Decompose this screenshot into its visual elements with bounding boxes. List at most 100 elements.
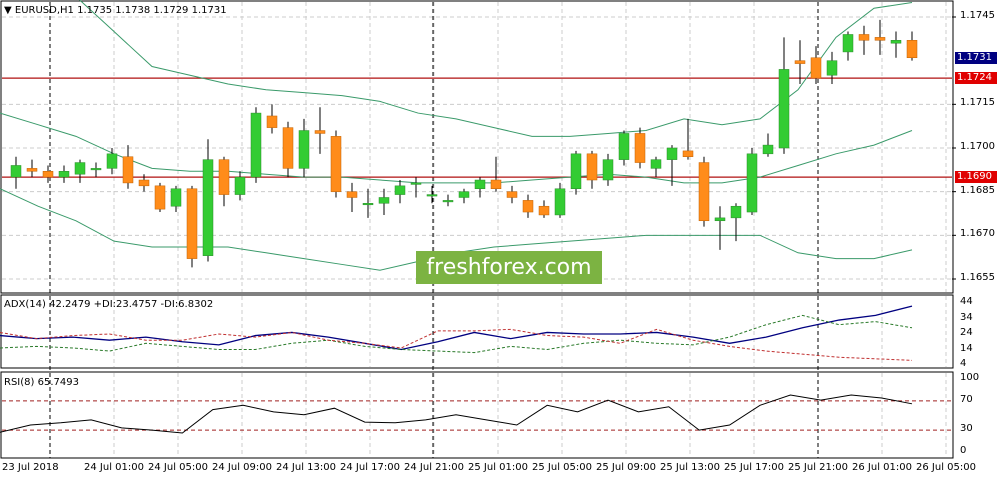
panel-frame-2 [0,371,954,459]
bear-candle [810,57,822,79]
bear-candle [346,191,358,198]
chart-header: ▼ EURUSD,H1 1.1735 1.1738 1.1729 1.1731 [4,5,227,16]
time-axis-label: 25 Jul 17:00 [724,462,784,473]
bull-candle [778,69,790,149]
bear-candle [506,191,518,198]
adx-scale-label: 14 [960,342,973,354]
time-axis-label: 26 Jul 01:00 [852,462,912,473]
bull-candle [890,40,902,44]
bear-candle [42,171,54,178]
bear-candle [186,188,198,259]
price-axis-label: 1.1700 [960,140,995,152]
bear-candle [26,168,38,172]
bull-candle [714,217,726,222]
price-axis-label: 1.1670 [960,228,995,240]
bear-candle [490,179,502,189]
rsi-scale-label: 30 [960,423,973,435]
bull-candle [74,162,86,175]
price-axis-label: 1.1715 [960,97,995,109]
bull-candle [394,185,406,195]
adx-label: ADX(14) 42.2479 +DI:23.4757 -DI:6.8302 [4,299,214,310]
panel-frame-1 [0,294,954,369]
bull-candle [426,194,438,197]
time-axis-label: 25 Jul 21:00 [788,462,848,473]
bull-candle [362,203,374,206]
time-axis-label: 24 Jul 17:00 [340,462,400,473]
bear-candle [682,150,694,157]
time-axis-label: 25 Jul 05:00 [532,462,592,473]
bull-candle [378,197,390,204]
time-axis-label: 25 Jul 13:00 [660,462,720,473]
bull-candle [410,182,422,185]
time-axis-label: 26 Jul 05:00 [916,462,976,473]
bear-candle [218,159,230,195]
time-axis-label: 24 Jul 01:00 [84,462,144,473]
bull-candle [602,159,614,181]
time-axis-label: 24 Jul 21:00 [404,462,464,473]
bear-candle [330,136,342,192]
bull-candle [10,165,22,178]
bear-candle [314,130,326,134]
dropdown-arrow-icon[interactable]: ▼ [4,5,12,16]
bear-candle [634,133,646,163]
bull-candle [826,60,838,76]
bull-candle [106,153,118,169]
bollinger-middle [0,112,913,184]
bear-candle [874,37,886,41]
ohlc-values: 1.1735 1.1738 1.1729 1.1731 [77,5,227,16]
bull-candle [618,133,630,160]
bear-candle [138,179,150,187]
bull-candle [554,188,566,216]
bull-candle [570,153,582,189]
bollinger-upper [78,0,913,137]
time-axis-label: 24 Jul 05:00 [148,462,208,473]
adx-scale-label: 34 [960,311,973,323]
bear-candle [522,200,534,213]
rsi-line [0,394,913,434]
bull-candle [234,176,246,195]
adx-line [0,305,913,351]
bull-candle [762,144,774,155]
price-axis-label: 1.1745 [960,10,995,21]
bull-candle [842,34,854,53]
bear-candle [266,115,278,128]
bear-candle [282,127,294,169]
time-axis-label: 23 Jul 2018 [2,462,59,473]
bear-candle [858,34,870,41]
bull-candle [170,188,182,207]
bull-candle [666,147,678,160]
rsi-label: RSI(8) 65.7493 [4,377,79,388]
bull-candle [650,159,662,169]
bull-candle [474,179,486,189]
bull-candle [202,159,214,256]
time-axis-label: 25 Jul 09:00 [596,462,656,473]
rsi-scale-label: 70 [960,393,973,405]
adx-scale-label: 24 [960,327,973,338]
bear-candle [794,60,806,64]
panel-frame-0 [0,0,954,294]
time-axis-label: 24 Jul 09:00 [212,462,272,473]
adx-scale-label: 4 [960,358,967,369]
bear-candle [154,185,166,210]
plus-di-line [0,314,913,354]
bull-candle [90,168,102,171]
bear-candle [122,156,134,184]
symbol-label: EURUSD,H1 [14,5,74,16]
price-axis-label: 1.1685 [960,184,995,196]
bear-candle [906,40,918,59]
bull-candle [298,130,310,169]
bear-candle [586,153,598,181]
bear-candle [698,162,710,222]
price-tag: 1.1690 [955,171,997,184]
bull-candle [442,200,454,203]
bull-candle [458,191,470,198]
price-tag: 1.1731 [955,51,997,64]
bull-candle [58,171,70,178]
price-axis-label: 1.1655 [960,271,995,283]
bull-candle [730,205,742,219]
adx-scale-label: 44 [960,296,973,307]
bear-candle [538,205,550,216]
time-axis-label: 24 Jul 13:00 [276,462,336,473]
